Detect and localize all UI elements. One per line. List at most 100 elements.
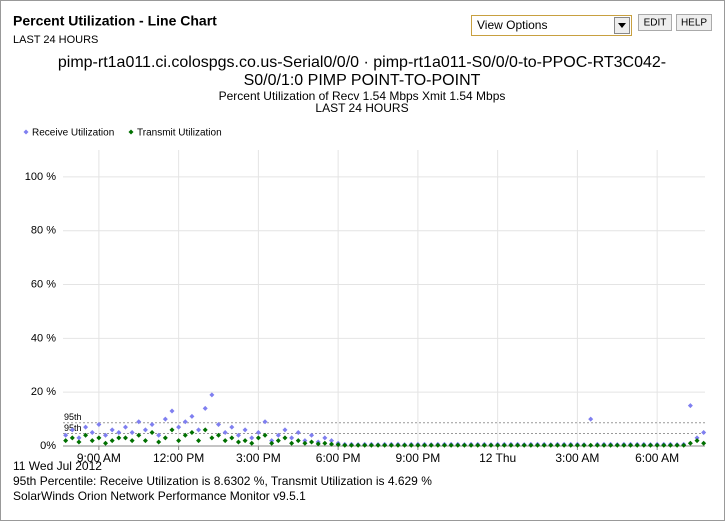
data-point <box>594 442 600 448</box>
data-point <box>289 440 295 446</box>
data-point <box>694 435 700 441</box>
chart-title: S0/0/1:0 PIMP POINT-TO-POINT <box>244 72 481 89</box>
data-point <box>588 442 594 448</box>
select-arrow[interactable] <box>618 23 626 28</box>
data-point <box>129 430 135 436</box>
data-point <box>116 435 122 441</box>
data-point <box>475 442 481 448</box>
data-point <box>289 435 295 441</box>
data-point <box>508 442 514 448</box>
data-point <box>348 442 354 448</box>
data-point <box>262 432 268 438</box>
data-point <box>222 438 228 444</box>
chart-subtitle: Percent Utilization of Recv 1.54 Mbps Xm… <box>219 89 506 103</box>
y-tick-label: 40 % <box>31 332 56 344</box>
data-point <box>122 435 128 441</box>
x-tick-label: 12 Thu <box>479 451 516 465</box>
select-label[interactable]: View Options <box>477 18 547 32</box>
legend-marker <box>128 129 134 135</box>
data-point <box>182 419 188 425</box>
x-tick-label: 6:00 PM <box>316 451 361 465</box>
data-point <box>269 440 275 446</box>
footer-line: SolarWinds Orion Network Performance Mon… <box>13 489 306 503</box>
data-point <box>674 442 680 448</box>
data-point <box>415 442 421 448</box>
data-point <box>501 442 507 448</box>
x-tick-label: 3:00 PM <box>236 451 281 465</box>
data-point <box>156 439 162 445</box>
data-point <box>269 438 275 444</box>
data-point <box>694 438 700 444</box>
x-tick-label: 9:00 PM <box>396 451 441 465</box>
data-point <box>275 438 281 444</box>
data-point <box>588 416 594 422</box>
data-point <box>528 442 534 448</box>
data-point <box>322 435 328 441</box>
data-point <box>295 430 301 436</box>
data-point <box>103 440 109 446</box>
data-point <box>182 432 188 438</box>
data-point <box>535 442 541 448</box>
data-point <box>455 442 461 448</box>
date-label: 11 Wed Jul 2012 <box>13 459 102 473</box>
data-point <box>687 440 693 446</box>
legend-label: Transmit Utilization <box>137 128 222 139</box>
data-point <box>568 442 574 448</box>
view-options[interactable]: View Options <box>471 15 632 36</box>
data-point <box>109 438 115 444</box>
data-point <box>681 442 687 448</box>
data-point <box>122 424 128 430</box>
data-point <box>667 442 673 448</box>
help-button[interactable] <box>676 14 712 31</box>
data-point <box>96 421 102 427</box>
data-point <box>701 440 707 446</box>
data-point <box>96 435 102 441</box>
data-point <box>648 442 654 448</box>
data-point <box>701 430 707 436</box>
data-point <box>229 424 235 430</box>
data-point <box>89 438 95 444</box>
data-point <box>136 432 142 438</box>
data-point <box>176 424 182 430</box>
edit-button-label[interactable]: EDIT <box>644 18 667 29</box>
data-point <box>548 442 554 448</box>
data-point <box>541 442 547 448</box>
data-point <box>581 442 587 448</box>
data-point <box>196 438 202 444</box>
data-point <box>382 442 388 448</box>
edit-button[interactable] <box>638 14 672 31</box>
data-point <box>315 441 321 447</box>
data-point <box>335 442 341 448</box>
data-point <box>322 440 328 446</box>
data-point <box>521 442 527 448</box>
select-box[interactable] <box>471 15 632 36</box>
data-point <box>196 427 202 433</box>
y-tick-label: 60 % <box>31 278 56 290</box>
data-point <box>488 442 494 448</box>
data-point <box>282 427 288 433</box>
data-point <box>216 432 222 438</box>
data-point <box>202 405 208 411</box>
data-point <box>554 442 560 448</box>
data-point <box>468 442 474 448</box>
data-point <box>149 421 155 427</box>
data-point <box>654 442 660 448</box>
data-point <box>574 442 580 448</box>
data-point <box>242 427 248 433</box>
data-point <box>441 442 447 448</box>
data-point <box>687 403 693 409</box>
x-tick-label: 12:00 PM <box>153 451 204 465</box>
data-point <box>628 442 634 448</box>
help-button-label[interactable]: HELP <box>681 18 707 29</box>
data-point <box>328 441 334 447</box>
data-point <box>388 442 394 448</box>
panel-title: Percent Utilization - Line Chart <box>13 13 217 29</box>
data-point <box>69 427 75 433</box>
data-point <box>156 432 162 438</box>
plot-area <box>63 150 705 446</box>
data-point <box>76 435 82 441</box>
y-tick-label: 100 % <box>25 171 56 183</box>
data-point <box>408 442 414 448</box>
x-tick-label: 9:00 AM <box>77 451 121 465</box>
data-point <box>235 432 241 438</box>
